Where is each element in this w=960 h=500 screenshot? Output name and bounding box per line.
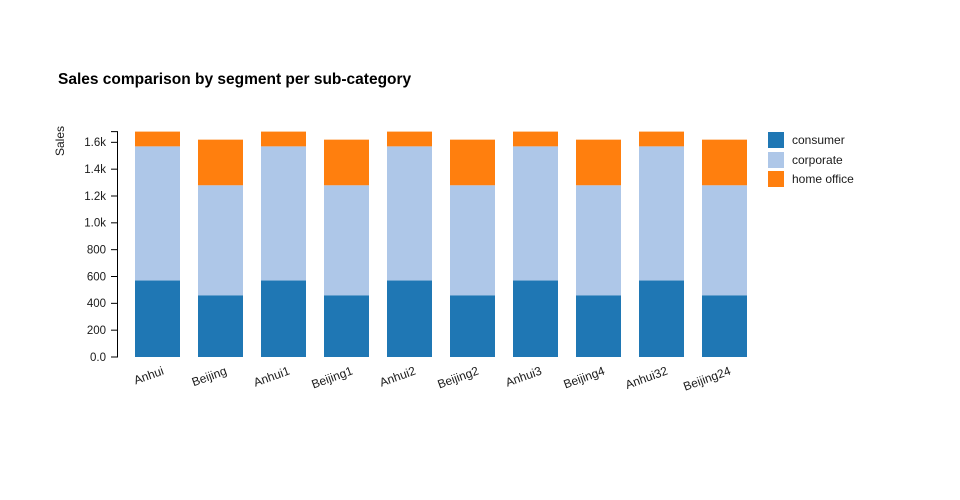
bar-segment-anhui-corporate: [135, 146, 180, 281]
legend-item-home-office[interactable]: home office: [768, 171, 854, 188]
bar-segment-beijing2-home-office: [450, 139, 495, 186]
bar-segment-beijing24-consumer: [702, 295, 747, 357]
x-tick-label-anhui1: Anhui1: [252, 364, 292, 390]
legend-label-consumer: consumer: [792, 133, 845, 147]
bar-segment-beijing-corporate: [198, 185, 243, 296]
bar-segment-anhui3-home-office: [513, 131, 558, 147]
bar-segment-anhui-consumer: [135, 280, 180, 357]
bar-segment-anhui32-corporate: [639, 146, 684, 281]
x-tick-label-beijing1: Beijing1: [310, 364, 355, 392]
bar-segment-anhui2-home-office: [387, 131, 432, 147]
bar-segment-anhui1-corporate: [261, 146, 306, 281]
x-tick-label-anhui2: Anhui2: [378, 364, 418, 390]
bar-segment-anhui-home-office: [135, 131, 180, 147]
y-tick-label-1.0k: 1.0k: [84, 218, 106, 230]
x-tick-label-beijing4: Beijing4: [562, 364, 607, 392]
bar-segment-beijing4-home-office: [576, 139, 621, 186]
y-tick-label-200: 200: [87, 325, 106, 337]
bar-segment-anhui3-consumer: [513, 280, 558, 357]
legend-label-corporate: corporate: [792, 152, 843, 167]
bar-segment-beijing-consumer: [198, 295, 243, 357]
bar-segment-beijing4-corporate: [576, 185, 621, 296]
x-tick-label-anhui: Anhui: [132, 364, 166, 388]
bar-segment-beijing1-home-office: [324, 139, 369, 186]
legend-item-consumer[interactable]: consumer: [768, 132, 854, 148]
legend: consumer corporate home office: [768, 132, 854, 191]
legend-item-corporate[interactable]: corporate: [768, 151, 854, 168]
y-axis-title: Sales: [53, 126, 67, 156]
x-tick-label-anhui3: Anhui3: [504, 364, 544, 390]
bar-segment-beijing1-corporate: [324, 185, 369, 296]
bar-segment-beijing24-home-office: [702, 139, 747, 186]
bar-segment-beijing2-corporate: [450, 185, 495, 296]
x-tick-label-beijing2: Beijing2: [436, 364, 481, 392]
x-tick-label-beijing: Beijing: [190, 364, 229, 389]
y-tick-label-1.6k: 1.6k: [84, 137, 106, 149]
bar-segment-anhui1-consumer: [261, 280, 306, 357]
chart-title: Sales comparison by segment per sub-cate…: [58, 71, 412, 88]
legend-label-home-office: home office: [792, 172, 854, 187]
y-tick-label-1.4k: 1.4k: [84, 164, 106, 176]
bar-segment-beijing24-corporate: [702, 185, 747, 296]
bar-segment-beijing2-consumer: [450, 295, 495, 357]
y-tick-label-600: 600: [87, 271, 106, 283]
x-tick-label-anhui32: Anhui32: [623, 364, 669, 392]
bar-segment-anhui32-consumer: [639, 280, 684, 357]
y-tick-label-400: 400: [87, 298, 106, 310]
bar-segment-beijing1-consumer: [324, 295, 369, 357]
x-tick-label-beijing24: Beijing24: [681, 364, 732, 394]
bar-segment-beijing4-consumer: [576, 295, 621, 357]
legend-swatch-consumer: [768, 132, 784, 148]
legend-swatch-corporate: [768, 151, 784, 168]
bar-segment-anhui3-corporate: [513, 146, 558, 281]
bar-segment-anhui1-home-office: [261, 131, 306, 147]
y-tick-label-800: 800: [87, 244, 106, 256]
bar-segment-anhui2-consumer: [387, 280, 432, 357]
bar-segment-anhui2-corporate: [387, 146, 432, 281]
y-axis-line: [111, 131, 118, 358]
legend-swatch-home-office: [768, 171, 784, 188]
bar-segment-anhui32-home-office: [639, 131, 684, 147]
y-tick-label-1.2k: 1.2k: [84, 191, 106, 203]
bar-segment-beijing-home-office: [198, 139, 243, 186]
y-tick-label-0.0: 0.0: [90, 352, 106, 364]
